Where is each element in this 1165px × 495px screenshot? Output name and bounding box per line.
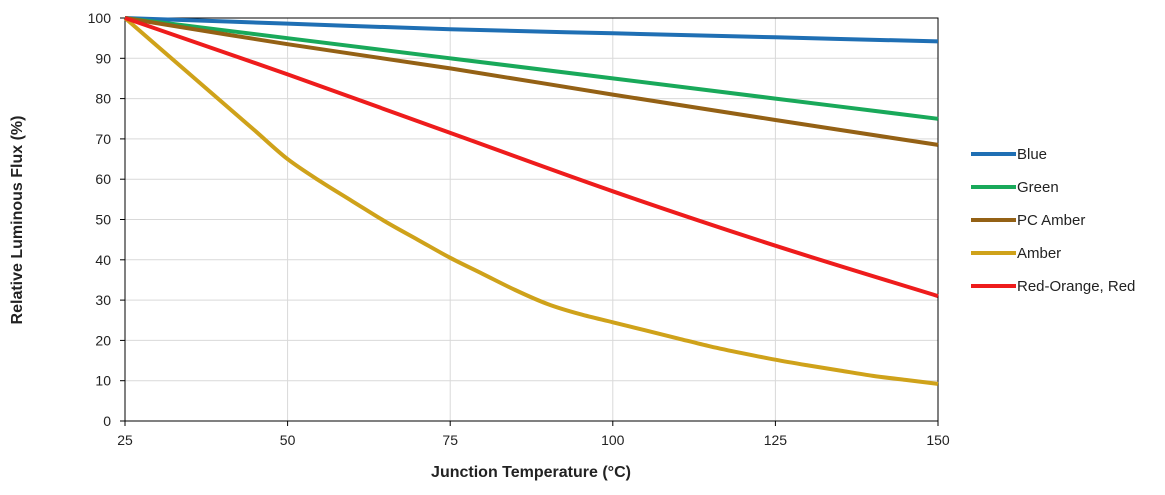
x-tick-label: 25 (117, 432, 133, 448)
legend-label-green: Green (1017, 179, 1059, 196)
y-tick-label: 100 (88, 10, 112, 26)
x-tick-label: 50 (280, 432, 296, 448)
series-line-amber (123, 16, 939, 386)
x-axis-title: Junction Temperature (°C) (431, 464, 631, 481)
y-tick-label: 20 (95, 332, 111, 348)
y-tick-label: 90 (95, 50, 111, 66)
x-tick-label: 150 (926, 432, 950, 448)
x-tick-label: 100 (601, 432, 625, 448)
legend: Blue Green PC Amber Amber Red-Orange, Red (971, 146, 1135, 295)
x-tick-label: 75 (442, 432, 458, 448)
y-tick-label: 70 (95, 131, 111, 147)
y-axis-title: Relative Luminous Flux (%) (9, 116, 26, 325)
y-tick-label: 60 (95, 171, 111, 187)
y-tick-label: 0 (103, 413, 111, 429)
grid (125, 18, 938, 421)
y-tick-label: 80 (95, 91, 111, 107)
y-tick-label: 10 (95, 373, 111, 389)
series-line-red-orange-red (124, 16, 939, 299)
series-lines (123, 16, 939, 386)
y-tick-label: 30 (95, 292, 111, 308)
y-tick-label: 40 (95, 252, 111, 268)
legend-label-red-orange-red: Red-Orange, Red (1017, 278, 1135, 295)
tick-labels: 0 10 20 30 40 50 60 70 80 90 100 25 50 75 100 125 150 (88, 10, 950, 448)
legend-label-pc-amber: PC Amber (1017, 212, 1085, 229)
legend-label-amber: Amber (1017, 245, 1061, 262)
series-line-green (124, 16, 939, 121)
legend-label-blue: Blue (1017, 146, 1047, 163)
x-tick-label: 125 (764, 432, 788, 448)
series-line-blue (124, 16, 939, 44)
y-tick-label: 50 (95, 212, 111, 228)
series-line-pc-amber (124, 16, 939, 147)
